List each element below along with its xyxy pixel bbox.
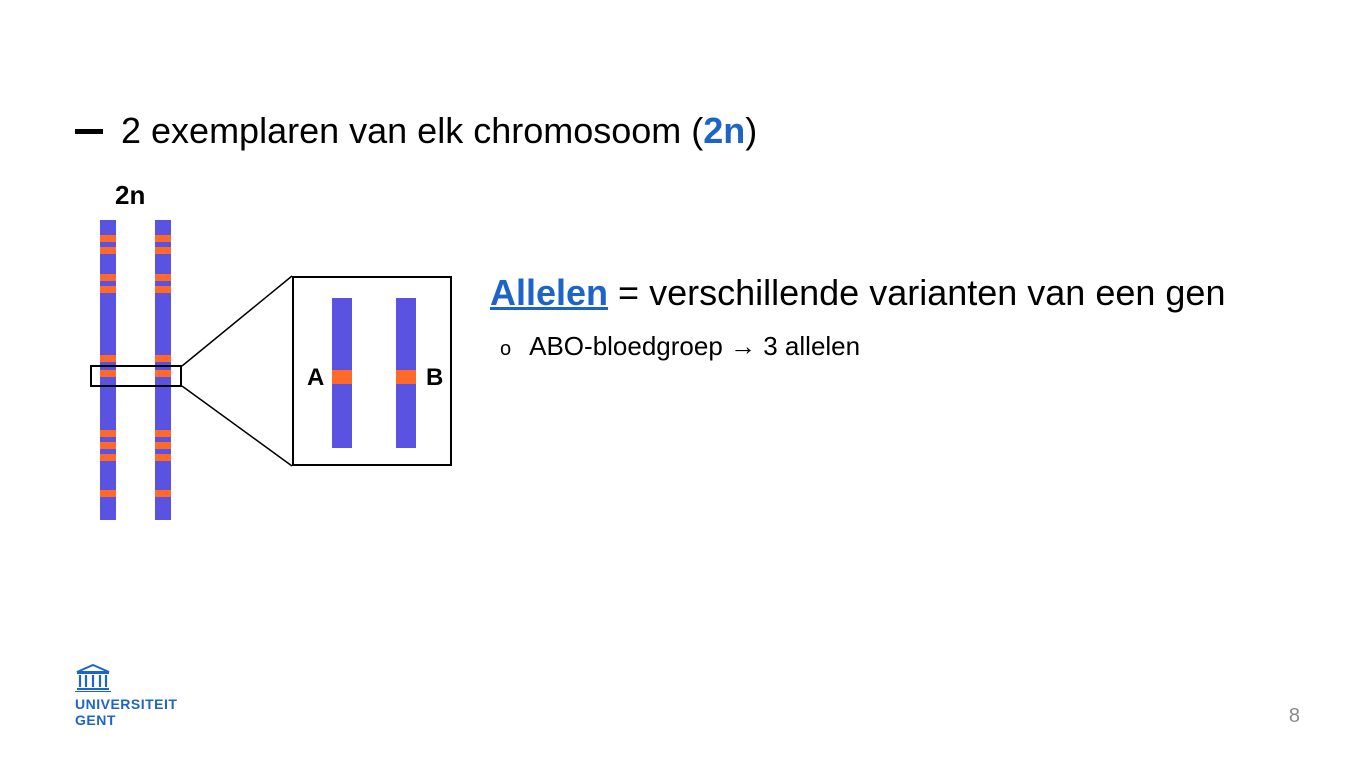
page-number: 8 — [1289, 705, 1300, 728]
bullet-prefix: 2 exemplaren van elk chromosoom ( — [121, 110, 703, 151]
definition-block: Allelen = verschillende varianten van ee… — [490, 270, 1270, 362]
diagram-label-2n: 2n — [115, 180, 145, 211]
zoom-chromosome-b — [396, 298, 416, 448]
sub-bullet-marker: o — [500, 338, 511, 361]
bullet-text: 2 exemplaren van elk chromosoom (2n) — [121, 110, 757, 152]
sub-bullet-text: ABO-bloedgroep → 3 allelen — [529, 331, 860, 362]
definition-sub-bullet: o ABO-bloedgroep → 3 allelen — [500, 331, 1270, 362]
bullet-dash-icon — [75, 129, 103, 134]
definition-rest: = verschillende varianten van een gen — [608, 272, 1225, 313]
definition-title: Allelen = verschillende varianten van ee… — [490, 270, 1270, 317]
highlight-box — [90, 365, 182, 387]
bullet-suffix: ) — [745, 110, 757, 151]
logo-line1: UNIVERSITEIT — [75, 696, 177, 712]
zoom-chromosome-a — [332, 298, 352, 448]
main-bullet: 2 exemplaren van elk chromosoom (2n) — [75, 110, 757, 152]
zoom-label-b: B — [426, 364, 443, 392]
zoom-label-a: A — [307, 364, 324, 392]
university-logo: UNIVERSITEIT GENT — [75, 664, 177, 728]
zoom-box: A B — [292, 276, 452, 466]
logo-line2: GENT — [75, 712, 177, 728]
bullet-highlight: 2n — [703, 110, 745, 151]
chromosome-diagram: 2n A B — [90, 180, 470, 540]
definition-term: Allelen — [490, 272, 608, 313]
ugent-logo-icon — [75, 664, 111, 692]
logo-text: UNIVERSITEIT GENT — [75, 696, 177, 728]
